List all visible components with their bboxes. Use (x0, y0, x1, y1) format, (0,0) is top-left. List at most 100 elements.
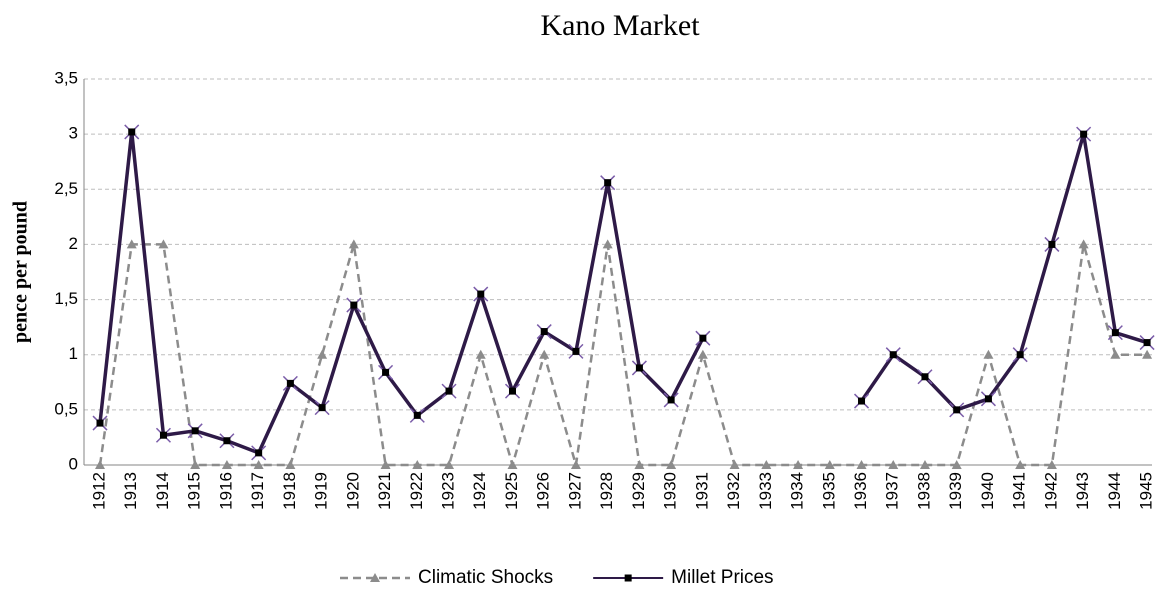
x-tick-label: 1915 (185, 472, 204, 510)
marker (350, 301, 358, 309)
marker (602, 239, 613, 249)
x-tick-label: 1918 (280, 472, 299, 510)
x-tick-label: 1925 (502, 472, 521, 510)
x-tick-label: 1914 (153, 472, 172, 510)
marker (159, 431, 167, 439)
marker (570, 460, 581, 469)
x-tick-label: 1928 (597, 472, 616, 510)
marker (856, 460, 867, 469)
marker (1110, 349, 1121, 359)
marker (223, 437, 231, 445)
marker (1016, 351, 1024, 359)
marker (128, 128, 136, 136)
x-tick-label: 1938 (914, 472, 933, 510)
legend-label: Millet Prices (671, 567, 773, 588)
marker (889, 351, 897, 359)
legend-marker (624, 574, 632, 582)
marker (477, 290, 485, 298)
marker (1015, 460, 1026, 469)
x-tick-label: 1934 (788, 472, 807, 510)
x-tick-label: 1912 (89, 472, 108, 510)
marker (445, 387, 453, 395)
legend-label: Climatic Shocks (418, 567, 553, 588)
y-tick-label: 3,5 (54, 68, 78, 87)
marker (888, 460, 899, 469)
y-tick-label: 0,5 (54, 399, 78, 418)
marker (951, 460, 962, 469)
marker (697, 349, 708, 359)
marker (983, 349, 994, 359)
x-tick-label: 1919 (312, 472, 331, 510)
x-tick-label: 1939 (946, 472, 965, 510)
x-tick-label: 1924 (470, 472, 489, 510)
x-tick-label: 1931 (692, 472, 711, 510)
x-tick-label: 1917 (248, 472, 267, 510)
x-tick-label: 1922 (407, 472, 426, 510)
marker (540, 328, 548, 336)
x-tick-label: 1940 (978, 472, 997, 510)
marker (1080, 130, 1088, 138)
marker (95, 460, 105, 469)
y-tick-label: 1 (69, 344, 78, 363)
x-tick-label: 1944 (1105, 472, 1124, 510)
x-tick-label: 1945 (1137, 472, 1156, 510)
x-tick-label: 1920 (343, 472, 362, 510)
x-tick-label: 1913 (121, 472, 140, 510)
y-axis-label: pence per pound (10, 201, 32, 343)
marker (667, 396, 675, 404)
y-tick-label: 3 (69, 124, 78, 143)
marker (761, 460, 772, 469)
marker (190, 460, 201, 469)
x-tick-label: 1926 (534, 472, 553, 510)
marker (285, 460, 296, 469)
x-tick-label: 1923 (439, 472, 458, 510)
marker (1046, 460, 1057, 469)
chart-title: Kano Market (540, 9, 700, 42)
marker (348, 239, 359, 249)
y-tick-label: 0 (69, 454, 78, 473)
marker (380, 460, 391, 469)
x-tick-label: 1921 (375, 472, 394, 510)
marker (1111, 329, 1119, 337)
marker (824, 460, 835, 469)
x-tick-label: 1937 (883, 472, 902, 510)
marker (191, 427, 199, 435)
marker (158, 239, 169, 249)
marker (221, 460, 232, 469)
marker (572, 347, 580, 355)
series-line (98, 130, 1148, 455)
marker (413, 411, 421, 419)
marker (604, 179, 612, 187)
x-tick-label: 1936 (851, 472, 870, 510)
marker (475, 349, 486, 359)
y-tick-label: 2 (69, 234, 78, 253)
marker (508, 387, 516, 395)
marker (317, 349, 328, 359)
marker (412, 460, 423, 469)
marker (286, 379, 294, 387)
marker (253, 460, 264, 469)
marker (699, 334, 707, 342)
marker (729, 460, 740, 469)
marker (96, 419, 104, 427)
marker (1048, 240, 1056, 248)
x-tick-label: 1929 (629, 472, 648, 510)
y-tick-label: 1,5 (54, 289, 78, 308)
marker (919, 460, 930, 469)
marker (984, 395, 992, 403)
marker (634, 460, 645, 469)
marker (666, 460, 677, 469)
marker (635, 364, 643, 372)
marker (921, 373, 929, 381)
marker (507, 460, 518, 469)
x-tick-label: 1941 (1010, 472, 1029, 510)
marker (444, 460, 455, 469)
x-tick-label: 1927 (565, 472, 584, 510)
marker (1142, 349, 1153, 359)
y-tick-label: 2,5 (54, 179, 78, 198)
marker (1078, 239, 1089, 249)
marker (953, 406, 961, 414)
x-tick-label: 1943 (1073, 472, 1092, 510)
marker (255, 449, 263, 457)
